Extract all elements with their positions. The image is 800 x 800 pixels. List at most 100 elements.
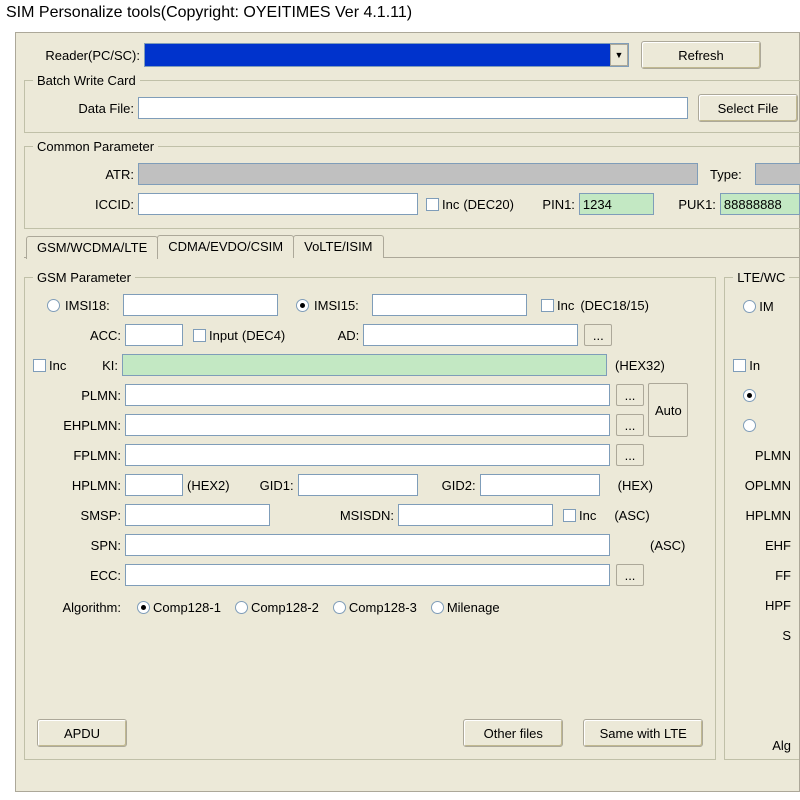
- ehplmn-label: EHPLMN:: [33, 418, 125, 433]
- imsi18-input[interactable]: [123, 294, 278, 316]
- gid2-label: GID2:: [418, 478, 480, 493]
- fplmn-input[interactable]: [125, 444, 610, 466]
- lte-im-radio[interactable]: [743, 300, 756, 313]
- type-input[interactable]: [755, 163, 800, 185]
- fplmn-ellipsis-button[interactable]: ...: [616, 444, 644, 466]
- lte-legend: LTE/WC: [733, 270, 789, 285]
- pin1-input[interactable]: [579, 193, 654, 215]
- apdu-button[interactable]: APDU: [37, 719, 127, 747]
- reader-row: Reader(PC/SC): ▼ Refresh: [24, 41, 799, 69]
- ecc-ellipsis-button[interactable]: ...: [616, 564, 644, 586]
- imsi-inc-checkbox[interactable]: [541, 299, 554, 312]
- same-with-lte-button[interactable]: Same with LTE: [583, 719, 703, 747]
- common-legend: Common Parameter: [33, 139, 158, 154]
- msisdn-inc-label: Inc: [579, 508, 596, 523]
- lte-ehf-label: EHF: [765, 538, 791, 553]
- gid2-input[interactable]: [480, 474, 600, 496]
- imsi15-radio[interactable]: [296, 299, 309, 312]
- hex-hint: (HEX): [618, 478, 653, 493]
- lte-opt2-radio[interactable]: [743, 419, 756, 432]
- puk1-label: PUK1:: [672, 197, 720, 212]
- tab-cdma[interactable]: CDMA/EVDO/CSIM: [157, 235, 294, 258]
- other-files-button[interactable]: Other files: [463, 719, 563, 747]
- ki-input[interactable]: [122, 354, 607, 376]
- spn-input[interactable]: [125, 534, 610, 556]
- acc-input[interactable]: [125, 324, 183, 346]
- hplmn-input[interactable]: [125, 474, 183, 496]
- tab-gsm[interactable]: GSM/WCDMA/LTE: [26, 236, 158, 259]
- hex2-hint: (HEX2): [187, 478, 230, 493]
- imsi-inc-label: Inc: [557, 298, 574, 313]
- refresh-button[interactable]: Refresh: [641, 41, 761, 69]
- algo-2-label: Comp128-2: [251, 600, 319, 615]
- lte-oplmn-label: OPLMN: [745, 478, 791, 493]
- ecc-input[interactable]: [125, 564, 610, 586]
- dec20-hint: (DEC20): [463, 197, 514, 212]
- atr-input[interactable]: [138, 163, 698, 185]
- ehplmn-input[interactable]: [125, 414, 610, 436]
- imsi15-input[interactable]: [372, 294, 527, 316]
- atr-label: ATR:: [33, 167, 138, 182]
- spn-label: SPN:: [33, 538, 125, 553]
- msisdn-inc-checkbox[interactable]: [563, 509, 576, 522]
- algorithm-label: Algorithm:: [33, 600, 125, 615]
- batch-write-fieldset: Batch Write Card Data File: Select File: [24, 73, 800, 133]
- hex32-hint: (HEX32): [615, 358, 665, 373]
- window-title: SIM Personalize tools(Copyright: OYEITIM…: [0, 0, 800, 32]
- algo-milenage-radio[interactable]: [431, 601, 444, 614]
- lte-im-label: IM: [759, 299, 773, 314]
- acc-input-checkbox[interactable]: [193, 329, 206, 342]
- imsi18-radio[interactable]: [47, 299, 60, 312]
- reader-dropdown[interactable]: ▼: [144, 43, 629, 67]
- smsp-label: SMSP:: [33, 508, 125, 523]
- ki-inc-checkbox[interactable]: [33, 359, 46, 372]
- lte-hplmn-label: HPLMN: [745, 508, 791, 523]
- ad-label: AD:: [285, 328, 363, 343]
- pin1-label: PIN1:: [534, 197, 579, 212]
- ad-input[interactable]: [363, 324, 578, 346]
- imsi18-label: IMSI18:: [65, 298, 123, 313]
- imsi15-label: IMSI15:: [314, 298, 372, 313]
- smsp-input[interactable]: [125, 504, 270, 526]
- msisdn-input[interactable]: [398, 504, 553, 526]
- gid1-input[interactable]: [298, 474, 418, 496]
- iccid-input[interactable]: [138, 193, 418, 215]
- lte-parameter-fieldset: LTE/WC IM In PLMN OPLMN HPLMN EHF FF HPF…: [724, 270, 799, 760]
- msisdn-label: MSISDN:: [270, 508, 398, 523]
- reader-label: Reader(PC/SC):: [24, 48, 144, 63]
- lte-in-checkbox[interactable]: [733, 359, 746, 372]
- lte-hpf-label: HPF: [765, 598, 791, 613]
- algo-comp128-1-radio[interactable]: [137, 601, 150, 614]
- iccid-inc-label: Inc: [442, 197, 459, 212]
- lte-alg-label: Alg: [772, 738, 791, 753]
- puk1-input[interactable]: [720, 193, 800, 215]
- algo-3-label: Comp128-3: [349, 600, 417, 615]
- ad-ellipsis-button[interactable]: ...: [584, 324, 612, 346]
- algo-comp128-3-radio[interactable]: [333, 601, 346, 614]
- algo-comp128-2-radio[interactable]: [235, 601, 248, 614]
- algo-4-label: Milenage: [447, 600, 500, 615]
- plmn-ellipsis-button[interactable]: ...: [616, 384, 644, 406]
- lte-s-label: S: [782, 628, 791, 643]
- algo-1-label: Comp128-1: [153, 600, 221, 615]
- tab-bar: GSM/WCDMA/LTE CDMA/EVDO/CSIM VoLTE/ISIM: [26, 235, 799, 258]
- ki-label: KI:: [77, 358, 122, 373]
- lte-opt1-radio[interactable]: [743, 389, 756, 402]
- ehplmn-ellipsis-button[interactable]: ...: [616, 414, 644, 436]
- acc-label: ACC:: [33, 328, 125, 343]
- asc-hint-1: (ASC): [614, 508, 649, 523]
- ecc-label: ECC:: [33, 568, 125, 583]
- datafile-label: Data File:: [33, 101, 138, 116]
- chevron-down-icon[interactable]: ▼: [610, 44, 628, 66]
- iccid-label: ICCID:: [33, 197, 138, 212]
- lte-ff-label: FF: [775, 568, 791, 583]
- auto-button[interactable]: Auto: [648, 383, 688, 437]
- lte-plmn-label: PLMN: [755, 448, 791, 463]
- plmn-input[interactable]: [125, 384, 610, 406]
- select-file-button[interactable]: Select File: [698, 94, 798, 122]
- datafile-input[interactable]: [138, 97, 688, 119]
- iccid-inc-checkbox[interactable]: [426, 198, 439, 211]
- tab-volte[interactable]: VoLTE/ISIM: [293, 235, 383, 258]
- ki-inc-label: Inc: [49, 358, 77, 373]
- common-parameter-fieldset: Common Parameter ATR: Type: ICCID: Inc (…: [24, 139, 800, 229]
